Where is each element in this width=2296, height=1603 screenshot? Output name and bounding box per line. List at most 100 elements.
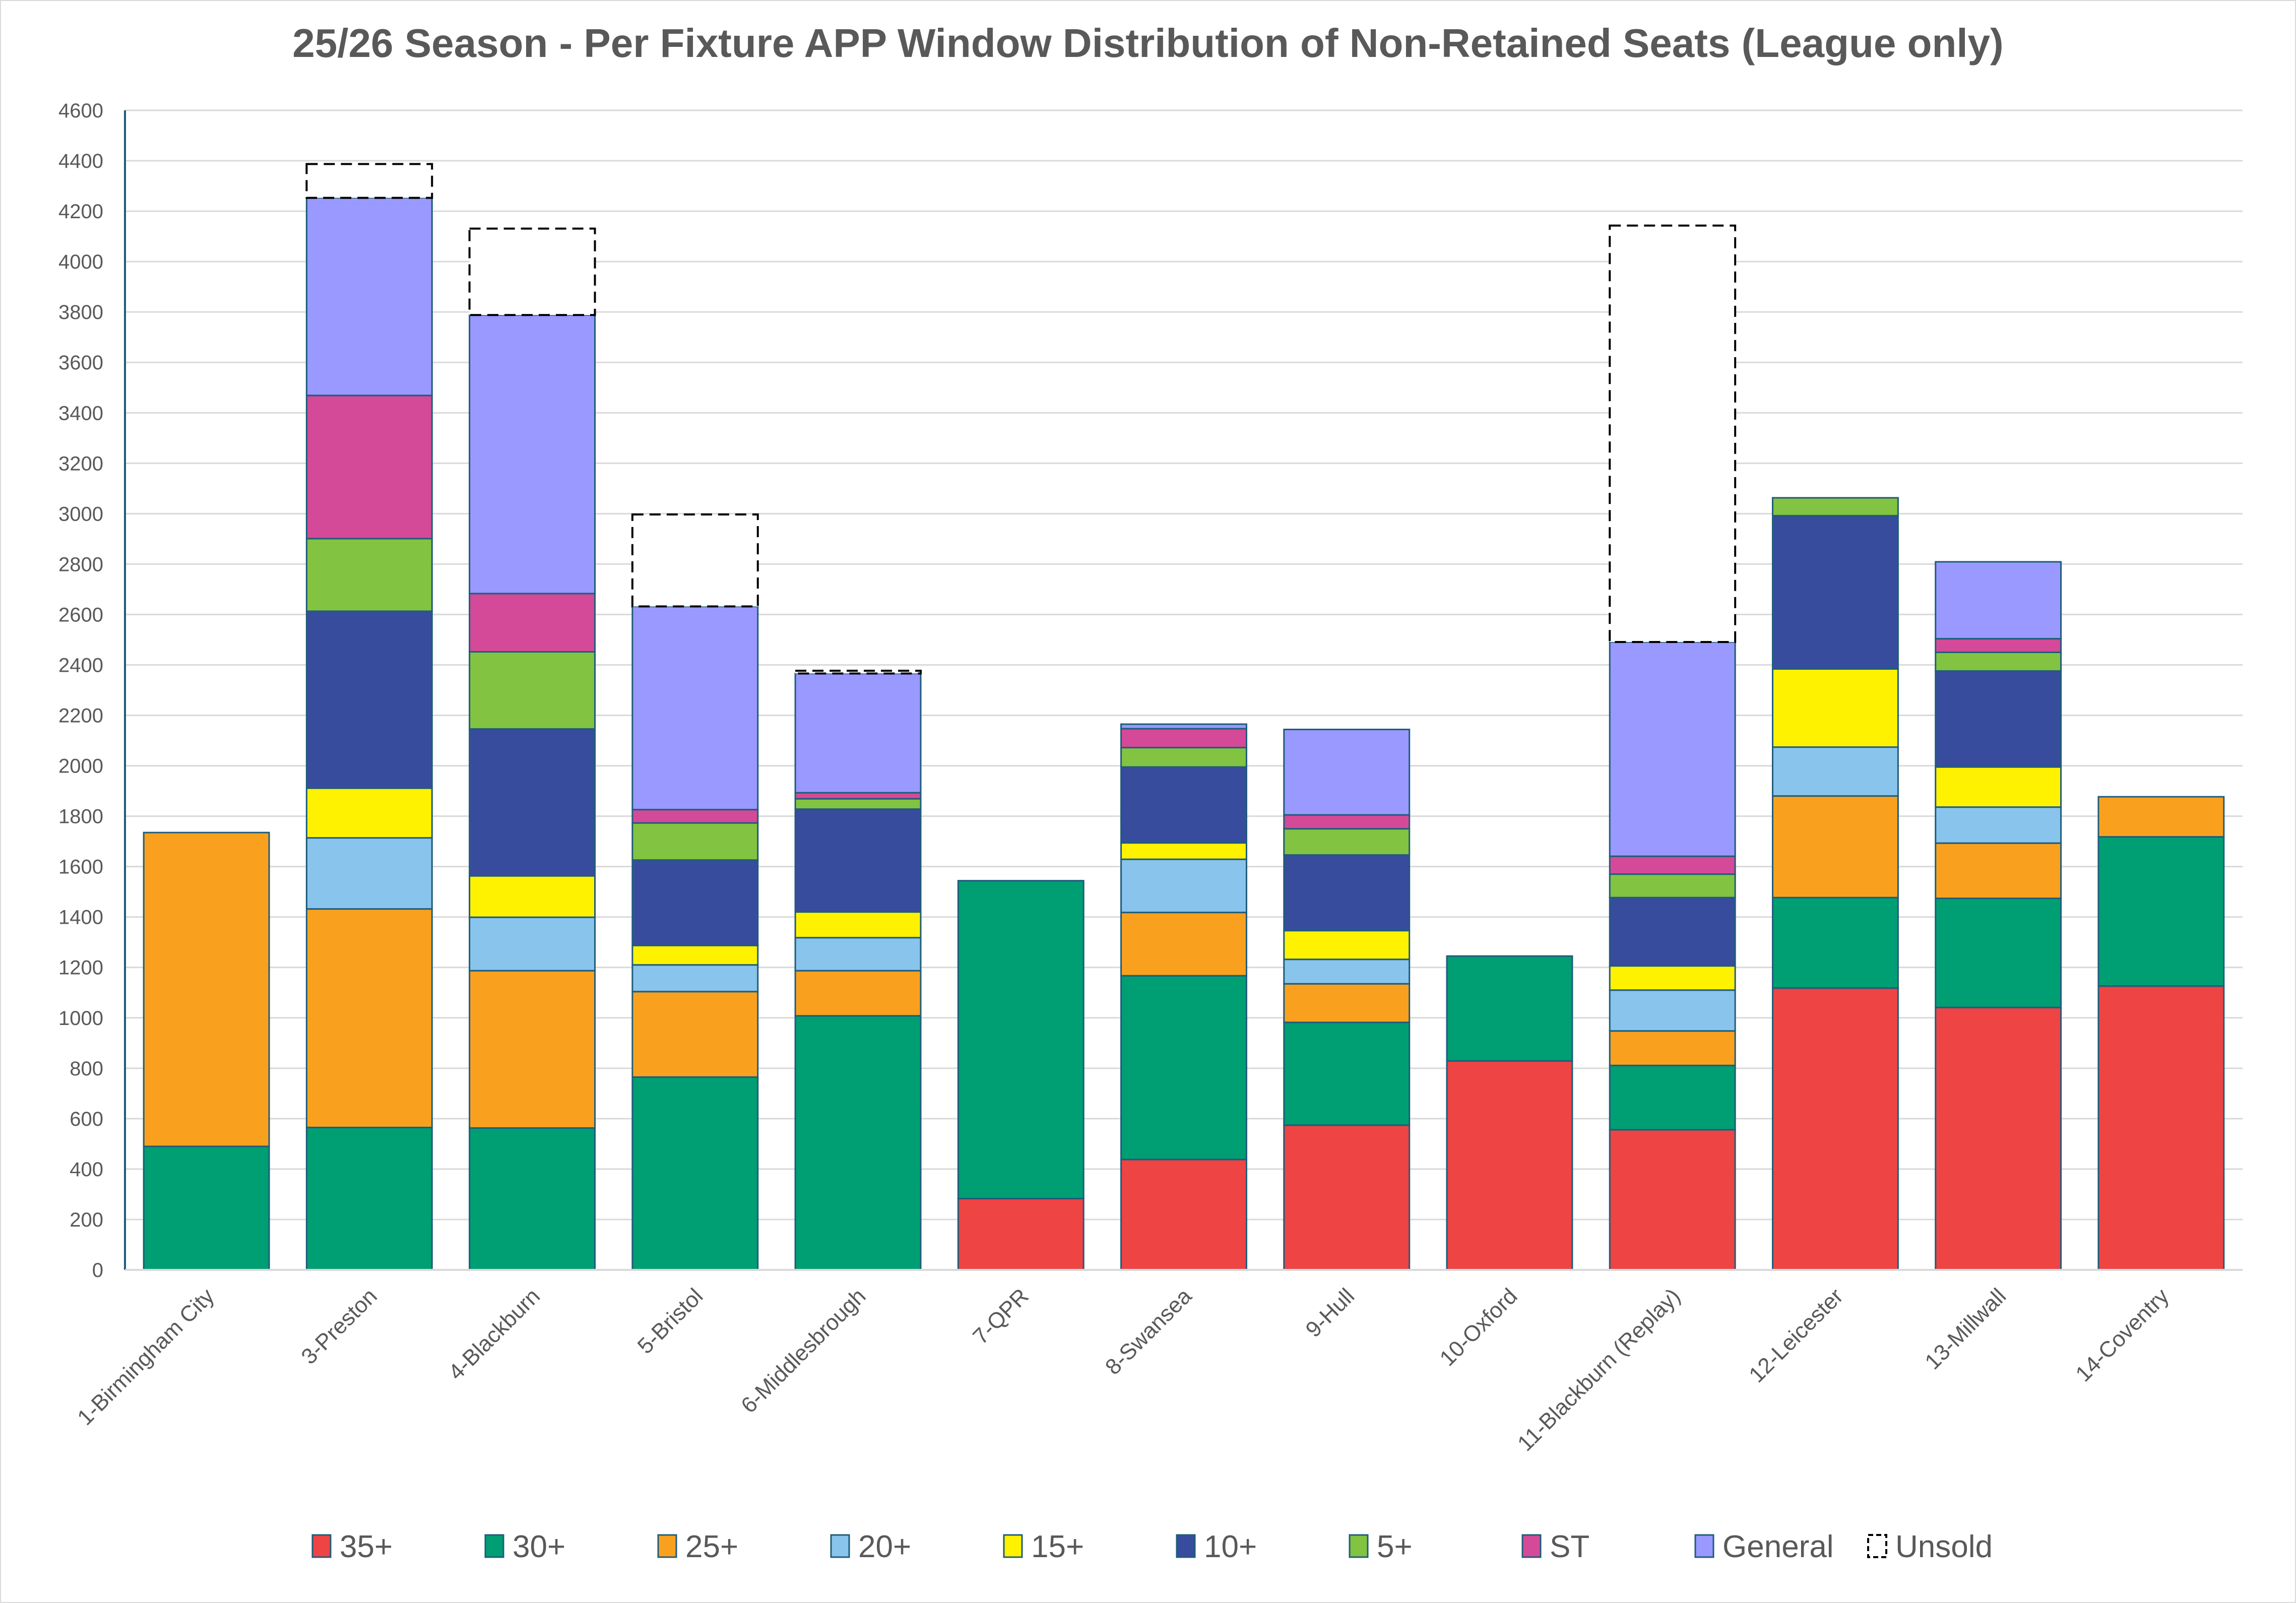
legend-swatch-30 xyxy=(484,1534,504,1558)
bar-segment-25 xyxy=(631,991,759,1078)
legend-swatch-25 xyxy=(657,1534,677,1558)
legend-swatch-10 xyxy=(1176,1534,1196,1558)
legend-swatch-unsold xyxy=(1867,1534,1887,1558)
x-tick-label: 11-Blackburn (Replay) xyxy=(1513,1284,1685,1456)
legend-label: 35+ xyxy=(340,1529,393,1564)
x-tick-label: 13-Millwall xyxy=(1920,1284,2011,1374)
bar-segment-25 xyxy=(1935,842,2062,900)
y-tick-label: 2400 xyxy=(58,654,103,676)
bar-segment-35 xyxy=(1935,1006,2062,1271)
bar-segment-5 xyxy=(1935,651,2062,672)
bar-segment-10 xyxy=(1609,896,1736,967)
y-tick-label: 0 xyxy=(92,1259,103,1281)
y-tick-label: 4600 xyxy=(58,100,103,122)
bar-segment-35 xyxy=(1120,1159,1247,1271)
bar-segment-30 xyxy=(2097,836,2225,987)
bar-segment-general xyxy=(794,672,922,794)
bar-segment-5 xyxy=(305,538,433,612)
bar-segment-25 xyxy=(143,831,270,1147)
bar-segment-5 xyxy=(794,798,922,810)
legend-label: 25+ xyxy=(685,1529,738,1564)
x-tick-label: 12-Leicester xyxy=(1744,1284,1848,1387)
bar-segment-20 xyxy=(794,937,922,972)
y-tick-label: 3000 xyxy=(58,503,103,525)
x-axis-labels: 1-Birmingham City 3-Preston 4-Blackburn 5-B… xyxy=(73,1284,2174,1456)
x-tick-label: 8-Swansea xyxy=(1101,1284,1197,1380)
bar-segment-15 xyxy=(631,944,759,966)
y-tick-label: 4000 xyxy=(58,251,103,273)
y-tick-label: 4400 xyxy=(58,150,103,172)
y-tick-label: 4200 xyxy=(58,201,103,223)
bar-segment-25 xyxy=(469,970,596,1129)
bar-segment-30 xyxy=(794,1015,922,1271)
y-tick-label: 3600 xyxy=(58,352,103,374)
y-tick-label: 1200 xyxy=(58,957,103,979)
bar-segment-20 xyxy=(305,837,433,910)
bar-segment-10 xyxy=(305,610,433,789)
y-tick-label: 1600 xyxy=(58,856,103,878)
bar-segment-35 xyxy=(1609,1129,1736,1271)
bar-segment-15 xyxy=(1283,930,1411,960)
bar-segment-st xyxy=(469,593,596,653)
bar-segment-15 xyxy=(1609,965,1736,991)
bar-segment-5 xyxy=(1609,873,1736,899)
bar-segment-st xyxy=(631,809,759,824)
legend-label: Unsold xyxy=(1895,1529,1993,1564)
bar-segment-30 xyxy=(1283,1021,1411,1126)
y-axis-ticks: 0 200 400 600 800 1000 1200 1400 1600 1800 2000 220… xyxy=(58,100,103,1281)
bar-segment-15 xyxy=(305,787,433,839)
bar-segment-35 xyxy=(1283,1124,1411,1271)
bar-segment-st xyxy=(1120,728,1247,749)
bar-segment-unsold xyxy=(1609,224,1737,643)
chart-title: 25/26 Season - Per Fixture APP Window Di… xyxy=(292,21,2004,66)
x-tick-label: 6-Middlesbrough xyxy=(736,1284,870,1418)
bar-segment-st xyxy=(1609,855,1736,875)
bar-segment-20 xyxy=(1120,858,1247,914)
y-tick-label: 3400 xyxy=(58,402,103,424)
bar-segment-st xyxy=(305,395,433,540)
bar-segment-10 xyxy=(794,808,922,913)
bar-segment-10 xyxy=(1283,854,1411,932)
bar-segment-general xyxy=(1283,729,1411,816)
bar-segment-35 xyxy=(1771,987,1899,1271)
y-tick-label: 600 xyxy=(70,1108,103,1130)
bar-segment-25 xyxy=(1120,912,1247,977)
y-tick-label: 2800 xyxy=(58,553,103,575)
x-tick-label: 3-Preston xyxy=(296,1284,382,1369)
y-tick-label: 2600 xyxy=(58,604,103,626)
bar-segment-unsold xyxy=(631,513,759,608)
bar-segment-5 xyxy=(631,822,759,861)
bar-segment-30 xyxy=(1771,896,1899,989)
legend-swatch-st xyxy=(1521,1534,1542,1558)
y-tick-label: 2000 xyxy=(58,755,103,778)
y-tick-label: 3800 xyxy=(58,301,103,324)
bar-segment-10 xyxy=(631,859,759,946)
bar-segment-10 xyxy=(469,728,596,877)
bar-segment-20 xyxy=(631,964,759,993)
bar-segment-30 xyxy=(957,880,1085,1199)
legend-swatch-general xyxy=(1694,1534,1714,1558)
bar-segment-st xyxy=(794,792,922,800)
bar-segment-30 xyxy=(305,1126,433,1271)
bar-segment-5 xyxy=(1283,828,1411,856)
x-tick-label: 10-Oxford xyxy=(1435,1284,1522,1371)
bar-segment-general xyxy=(1935,561,2062,639)
y-tick-label: 1400 xyxy=(58,907,103,929)
legend-label: 10+ xyxy=(1204,1529,1257,1564)
bar-segment-5 xyxy=(1771,497,1899,517)
bar-segment-general xyxy=(631,605,759,811)
y-tick-label: 1800 xyxy=(58,806,103,828)
y-tick-label: 400 xyxy=(70,1159,103,1181)
legend-label: General xyxy=(1723,1529,1834,1564)
legend-swatch-20 xyxy=(830,1534,850,1558)
bar-segment-st xyxy=(1283,814,1411,830)
bar-segment-35 xyxy=(1446,1060,1573,1271)
bars xyxy=(143,163,2225,1271)
bar-segment-general xyxy=(305,197,433,397)
bar-segment-20 xyxy=(1771,746,1899,797)
bar-segment-general xyxy=(1120,723,1247,730)
bar-segment-10 xyxy=(1935,670,2062,768)
bar-segment-30 xyxy=(143,1145,270,1271)
